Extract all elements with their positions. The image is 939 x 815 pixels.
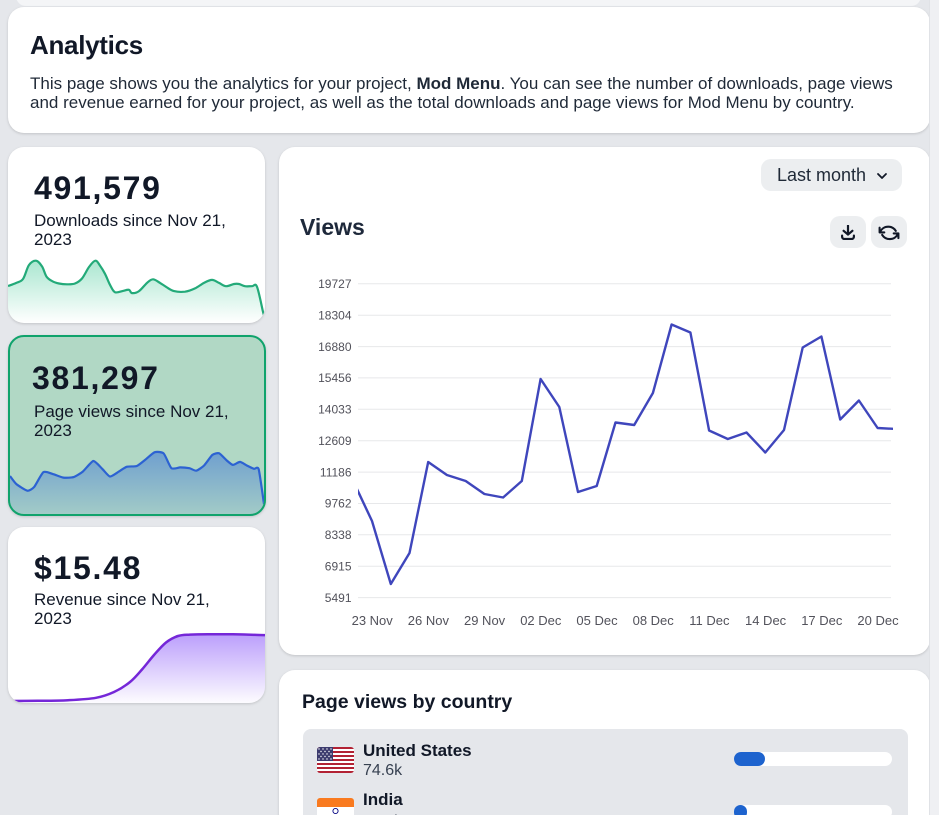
svg-text:11186: 11186 <box>320 465 352 479</box>
svg-text:12609: 12609 <box>318 434 352 448</box>
svg-text:11 Dec: 11 Dec <box>689 613 730 628</box>
svg-text:5491: 5491 <box>325 591 352 605</box>
svg-text:05 Dec: 05 Dec <box>576 613 618 628</box>
svg-text:14 Dec: 14 Dec <box>745 613 787 628</box>
svg-text:8338: 8338 <box>325 528 352 542</box>
svg-text:15456: 15456 <box>318 371 352 385</box>
svg-text:9762: 9762 <box>325 497 352 511</box>
svg-text:20 Dec: 20 Dec <box>857 613 899 628</box>
svg-text:14033: 14033 <box>318 403 352 417</box>
svg-text:23 Nov: 23 Nov <box>352 613 394 628</box>
svg-text:19727: 19727 <box>318 277 352 291</box>
svg-text:26 Nov: 26 Nov <box>408 613 450 628</box>
svg-text:08 Dec: 08 Dec <box>633 613 675 628</box>
svg-text:02 Dec: 02 Dec <box>520 613 562 628</box>
svg-text:17 Dec: 17 Dec <box>801 613 843 628</box>
svg-text:18304: 18304 <box>318 308 352 322</box>
svg-text:16880: 16880 <box>318 340 352 354</box>
svg-text:6915: 6915 <box>325 559 352 573</box>
svg-text:29 Nov: 29 Nov <box>464 613 506 628</box>
